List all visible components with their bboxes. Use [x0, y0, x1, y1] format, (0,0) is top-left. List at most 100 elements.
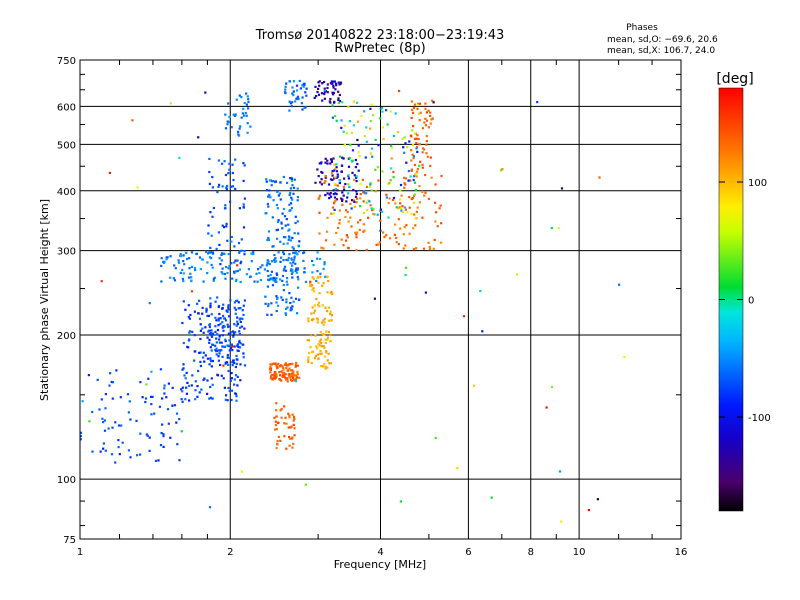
data-point — [316, 275, 319, 278]
data-point — [307, 317, 310, 320]
data-point — [215, 347, 218, 350]
data-point — [381, 107, 384, 110]
data-point — [227, 369, 230, 373]
data-point — [321, 333, 325, 336]
data-point — [270, 278, 273, 281]
data-point — [269, 196, 272, 199]
data-point — [204, 326, 207, 329]
data-point — [234, 187, 237, 190]
data-point — [274, 372, 277, 375]
data-point — [435, 211, 438, 214]
data-point — [310, 312, 313, 315]
data-point — [230, 346, 233, 349]
data-point — [316, 277, 319, 280]
data-point — [234, 259, 237, 262]
data-point — [226, 361, 229, 364]
data-point — [237, 345, 240, 348]
data-point — [374, 138, 377, 141]
data-point — [282, 289, 285, 292]
data-point — [330, 290, 333, 293]
data-point — [368, 200, 371, 203]
data-point — [243, 250, 246, 253]
data-point — [287, 238, 290, 241]
data-point — [536, 101, 539, 104]
data-point — [329, 97, 332, 101]
data-point — [323, 321, 326, 324]
data-point — [279, 439, 282, 442]
data-point — [429, 164, 432, 168]
data-point — [207, 314, 211, 317]
data-point — [246, 95, 249, 98]
data-point — [314, 354, 318, 358]
data-point — [332, 93, 335, 96]
data-point — [218, 341, 221, 344]
data-point — [196, 385, 199, 388]
data-point — [296, 89, 299, 92]
data-point — [275, 409, 278, 412]
data-point — [283, 422, 286, 425]
data-point — [201, 258, 204, 261]
data-point — [227, 363, 230, 366]
data-point — [196, 302, 199, 305]
data-point — [558, 470, 562, 473]
data-point — [247, 100, 250, 104]
data-point — [369, 119, 372, 123]
data-point — [272, 276, 276, 279]
data-point — [259, 278, 262, 282]
data-point — [221, 272, 224, 275]
data-point — [479, 290, 482, 293]
data-point — [234, 312, 237, 315]
data-point — [296, 267, 300, 270]
data-point — [372, 212, 375, 216]
data-point — [136, 454, 139, 457]
data-point — [318, 84, 321, 87]
data-point — [427, 241, 430, 244]
data-point — [280, 364, 283, 367]
data-point — [404, 266, 408, 269]
data-point — [324, 239, 328, 242]
data-point — [233, 261, 236, 264]
data-point — [276, 366, 279, 369]
data-point — [242, 304, 245, 307]
data-point — [226, 310, 229, 313]
data-point — [259, 266, 262, 269]
data-point — [347, 105, 350, 108]
data-point — [242, 343, 245, 346]
data-point — [153, 412, 156, 415]
data-point — [233, 114, 236, 117]
data-point — [286, 283, 289, 286]
data-point — [309, 280, 312, 283]
data-point — [286, 277, 289, 280]
data-point — [187, 346, 190, 349]
x-tick-label: 10 — [573, 547, 586, 558]
data-point — [294, 262, 297, 265]
data-point — [334, 88, 337, 91]
data-point — [274, 377, 277, 380]
data-point — [294, 297, 298, 300]
data-point — [162, 435, 165, 438]
data-point — [319, 275, 322, 278]
data-point — [338, 100, 341, 103]
data-point — [296, 312, 299, 315]
data-point — [228, 339, 231, 342]
data-point — [147, 377, 150, 380]
data-point — [286, 306, 289, 309]
data-point — [292, 251, 295, 254]
data-point — [327, 183, 331, 186]
data-point — [369, 152, 372, 155]
data-point — [330, 172, 333, 175]
data-point — [301, 84, 304, 87]
data-point — [307, 358, 310, 362]
data-point — [370, 207, 373, 210]
data-point — [272, 373, 275, 376]
data-point — [422, 247, 426, 250]
data-point — [273, 260, 276, 263]
data-point — [296, 196, 299, 199]
data-point — [225, 225, 228, 228]
data-point — [440, 222, 443, 225]
data-point — [356, 138, 359, 142]
data-point — [414, 216, 417, 220]
data-point — [236, 358, 239, 361]
data-point — [289, 262, 292, 265]
data-point — [278, 192, 281, 195]
